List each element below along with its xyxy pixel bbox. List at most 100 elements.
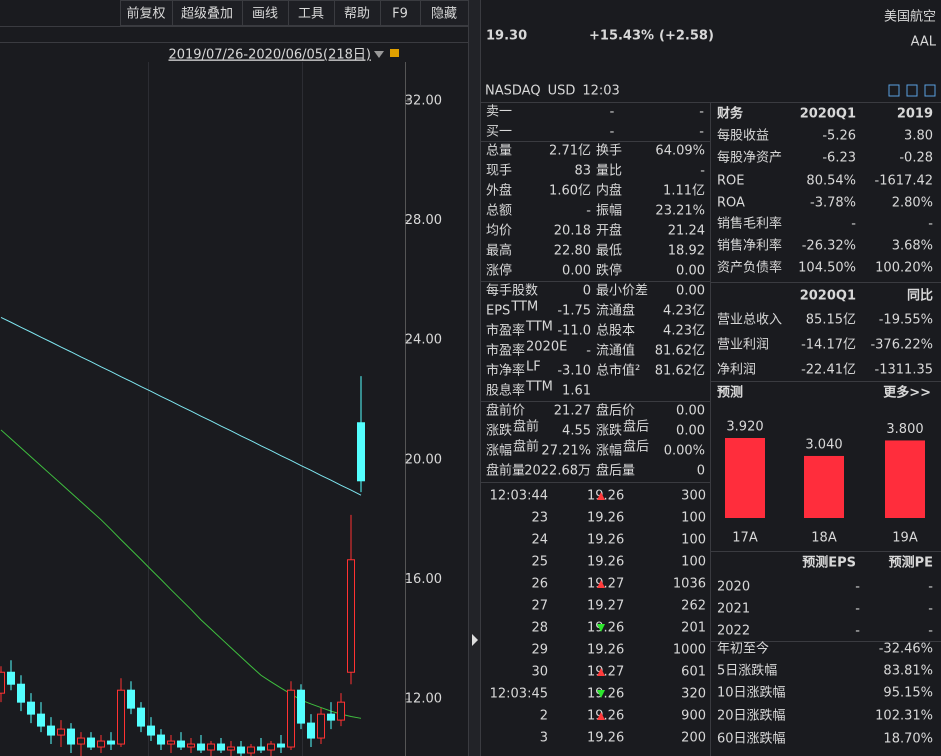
field-value: - (855, 624, 860, 639)
field-value: -14.17亿 (801, 338, 856, 353)
add-icon[interactable] (924, 84, 936, 97)
field-value: - (928, 217, 933, 232)
field-value: 23.21% (655, 204, 705, 219)
candle-body (197, 743, 205, 751)
field-value: - (586, 344, 591, 359)
field-label-sup: LF (526, 360, 541, 375)
field-value: -376.22% (870, 338, 933, 353)
edit-icon[interactable] (888, 84, 900, 97)
bar (885, 440, 925, 518)
field-label: 均价 (486, 224, 512, 239)
bar (725, 438, 765, 518)
candle-body (177, 740, 185, 748)
column-header: 预测PE (889, 555, 933, 571)
field-label: 盘前量 (486, 463, 525, 479)
toolbar-label[interactable]: 帮助 (344, 7, 370, 22)
candle-body (117, 689, 125, 745)
tick-volume: 100 (681, 511, 706, 526)
field-value: 104.50% (798, 261, 856, 276)
field-label: 量比 (596, 164, 622, 179)
field-label: EPS (486, 304, 510, 319)
field-value: 81.62亿 (655, 344, 705, 359)
candle-body (227, 746, 235, 751)
tick-price: 19.27 (587, 665, 624, 680)
field-value: - (700, 164, 705, 179)
toolbar-label[interactable]: F9 (392, 7, 408, 22)
candle-body (157, 734, 165, 745)
column-header: 2020Q1 (800, 289, 856, 304)
tick-price: 19.26 (587, 555, 624, 570)
toolbar-label[interactable]: 画线 (252, 7, 278, 22)
column-header: 2020Q1 (800, 107, 856, 122)
alert-icon[interactable] (906, 84, 918, 97)
lock-icon[interactable] (390, 49, 399, 57)
field-label: 跌停 (596, 263, 622, 279)
toolbar-button[interactable] (420, 0, 469, 26)
candle-body (67, 728, 75, 745)
field-value: 80.54% (806, 174, 856, 189)
field-label: 最高 (486, 243, 512, 259)
field-label: 资产负债率 (717, 260, 782, 276)
more-link[interactable]: 更多>> (883, 385, 931, 401)
toolbar-label[interactable]: 前复权 (126, 6, 165, 22)
field-value: 102.31% (875, 709, 933, 724)
candle-body (257, 746, 265, 751)
field-label-sup: TTM (525, 320, 553, 335)
value-label: 3.800 (886, 422, 923, 437)
change: (+2.58) (659, 29, 714, 44)
down-arrow (597, 624, 605, 632)
toolbar-button[interactable] (380, 0, 421, 26)
x-tick-label: 19A (892, 531, 918, 546)
tick-time: 3 (540, 731, 548, 746)
field-label: 60日涨跌幅 (717, 731, 786, 747)
range-dropdown[interactable] (374, 51, 384, 58)
candle-body (37, 713, 45, 727)
moving-average (0, 317, 362, 496)
book-price: - (610, 105, 615, 120)
toolbar-button[interactable] (172, 0, 243, 26)
field-value: 1.61 (562, 384, 591, 399)
tick-price: 19.27 (587, 577, 624, 592)
field-value: 95.15% (883, 686, 933, 701)
field-value: -6.23 (822, 151, 856, 166)
up-arrow (597, 580, 605, 588)
date-range[interactable]: 2019/07/26-2020/06/05(218日) (168, 48, 371, 63)
field-value: 21.24 (668, 224, 705, 239)
tick-time: 24 (531, 533, 548, 548)
field-value: 81.62亿 (655, 364, 705, 379)
field-label: 现手 (486, 164, 512, 179)
stock-name: 美国航空 (884, 9, 936, 25)
field-value: -5.26 (822, 129, 856, 144)
field-label-sup: 盘后 (623, 419, 649, 435)
tick-price: 19.26 (587, 687, 624, 702)
candle-body (57, 728, 65, 736)
field-value: 4.55 (562, 424, 591, 439)
field-label: 涨跌 (486, 423, 512, 439)
field-value: - (586, 204, 591, 219)
tick-time: 30 (531, 665, 548, 680)
toolbar-label[interactable]: 工具 (298, 7, 324, 22)
section-title: 预测 (717, 385, 743, 401)
candle-body (47, 725, 55, 736)
field-value: - (928, 602, 933, 617)
candle-body (7, 671, 15, 685)
field-label: 涨停 (486, 263, 512, 279)
candle-body (217, 743, 225, 751)
splitter[interactable] (468, 0, 480, 756)
field-value: 0.00 (676, 264, 705, 279)
field-value: 4.23亿 (663, 304, 705, 319)
toolbar-label[interactable]: 超级叠加 (181, 7, 233, 22)
tick-time: 23 (531, 511, 548, 526)
toolbar-label[interactable]: 隐藏 (431, 7, 457, 22)
tick-volume: 1000 (673, 643, 706, 658)
candle-body (287, 689, 295, 748)
field-value: 83.81% (883, 664, 933, 679)
candle-body (347, 559, 355, 673)
y-tick-label: 32.00 (405, 93, 442, 108)
field-value: -3.78% (810, 196, 856, 211)
expand-arrow[interactable] (472, 634, 478, 646)
field-value: -3.10 (557, 364, 591, 379)
book-label: 卖一 (486, 105, 512, 120)
field-label: 内盘 (596, 183, 622, 199)
field-value: -22.41亿 (801, 363, 856, 378)
